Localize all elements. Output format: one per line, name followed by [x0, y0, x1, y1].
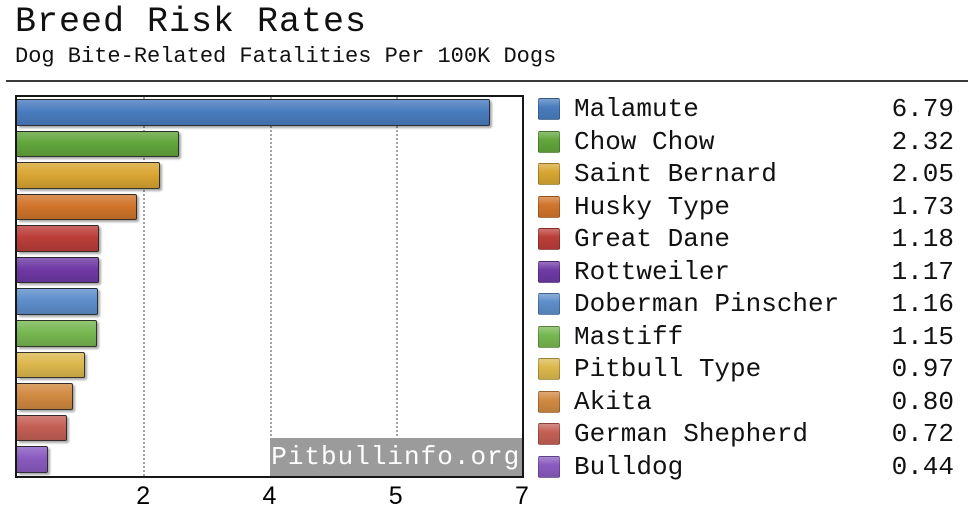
bar-row	[17, 413, 522, 445]
bar	[17, 162, 160, 189]
bar-row	[17, 160, 522, 192]
bar-row	[17, 255, 522, 287]
legend-value: 1.17	[891, 256, 954, 287]
bar-row	[17, 97, 522, 129]
legend-swatch	[538, 293, 560, 316]
bar	[17, 130, 179, 158]
bar-row	[17, 192, 522, 224]
bar-row	[17, 286, 522, 318]
legend-item: Great Dane 1.18	[538, 223, 954, 256]
legend-value: 2.32	[891, 126, 954, 157]
page-subtitle: Dog Bite-Related Fatalities Per 100K Dog…	[15, 44, 557, 69]
legend-item: Doberman Pinscher 1.16	[538, 288, 954, 321]
x-tick-label: 7	[515, 482, 529, 510]
legend-value: 6.79	[891, 94, 954, 125]
legend-label: German Shepherd	[574, 419, 809, 450]
legend-label: Malamute	[574, 94, 699, 125]
bar	[17, 351, 85, 379]
legend-label: Mastiff	[574, 321, 684, 352]
legend-value: 1.73	[891, 191, 954, 222]
legend-label: Bulldog	[574, 451, 684, 482]
legend-item: Chow Chow 2.32	[538, 126, 954, 159]
bar	[17, 383, 73, 410]
bar	[17, 288, 98, 316]
legend-label: Chow Chow	[574, 126, 715, 157]
gridline	[143, 97, 146, 476]
legend-swatch	[538, 260, 560, 283]
legend-item: Saint Bernard 2.05	[538, 158, 954, 191]
legend-swatch	[538, 423, 560, 446]
page-title: Breed Risk Rates	[15, 2, 368, 42]
legend-value: 1.16	[891, 289, 954, 320]
legend-item: Rottweiler 1.17	[538, 256, 954, 289]
legend-item: German Shepherd 0.72	[538, 418, 954, 451]
x-axis: 2 4 5 7	[17, 480, 529, 512]
legend-label: Great Dane	[574, 224, 731, 255]
legend-item: Bulldog 0.44	[538, 451, 954, 484]
bar	[17, 414, 68, 442]
legend-swatch	[538, 228, 560, 251]
legend-item: Husky Type 1.73	[538, 191, 954, 224]
legend-label: Doberman Pinscher	[574, 289, 840, 320]
legend-item: Pitbull Type 0.97	[538, 353, 954, 386]
x-tick-label: 4	[262, 482, 277, 510]
legend-value: 2.05	[891, 159, 954, 190]
bar-row	[17, 318, 522, 350]
legend-label: Husky Type	[574, 191, 731, 222]
legend-value: 1.18	[891, 224, 954, 255]
bar-row	[17, 350, 522, 382]
bars-container	[17, 97, 522, 476]
legend-value: 0.72	[891, 419, 954, 450]
legend-swatch	[538, 130, 560, 153]
divider	[6, 80, 968, 82]
gridline	[395, 97, 398, 476]
legend-label: Pitbull Type	[574, 354, 762, 385]
legend-item: Mastiff 1.15	[538, 321, 954, 354]
legend: Malamute 6.79 Chow Chow 2.32 Saint Bernard 2.…	[538, 93, 954, 483]
legend-swatch	[538, 163, 560, 186]
legend-swatch	[538, 325, 560, 348]
legend-label: Akita	[574, 386, 653, 417]
bar-row	[17, 381, 522, 413]
legend-item: Akita 0.80	[538, 386, 954, 419]
watermark: Pitbullinfo.org	[269, 438, 522, 476]
bar	[17, 256, 99, 284]
legend-value: 0.80	[891, 386, 954, 417]
bar	[17, 446, 48, 473]
legend-swatch	[538, 98, 560, 121]
legend-swatch	[538, 195, 560, 218]
x-tick-label: 5	[388, 482, 403, 510]
bar-row	[17, 223, 522, 255]
legend-value: 0.44	[891, 451, 954, 482]
legend-label: Rottweiler	[574, 256, 731, 287]
plot-area: Pitbullinfo.org	[17, 97, 522, 476]
x-tick-label: 2	[136, 482, 151, 510]
bar	[17, 320, 98, 347]
bar-row	[17, 129, 522, 161]
legend-swatch	[538, 390, 560, 413]
bar-row	[17, 444, 522, 476]
legend-value: 0.97	[891, 354, 954, 385]
bar	[17, 99, 490, 126]
bar	[17, 193, 138, 221]
legend-label: Saint Bernard	[574, 159, 777, 190]
bar	[17, 225, 100, 252]
bar-chart: Pitbullinfo.org	[15, 95, 524, 478]
legend-swatch	[538, 358, 560, 381]
gridline	[269, 97, 272, 476]
legend-item: Malamute 6.79	[538, 93, 954, 126]
legend-value: 1.15	[891, 321, 954, 352]
legend-swatch	[538, 455, 560, 478]
